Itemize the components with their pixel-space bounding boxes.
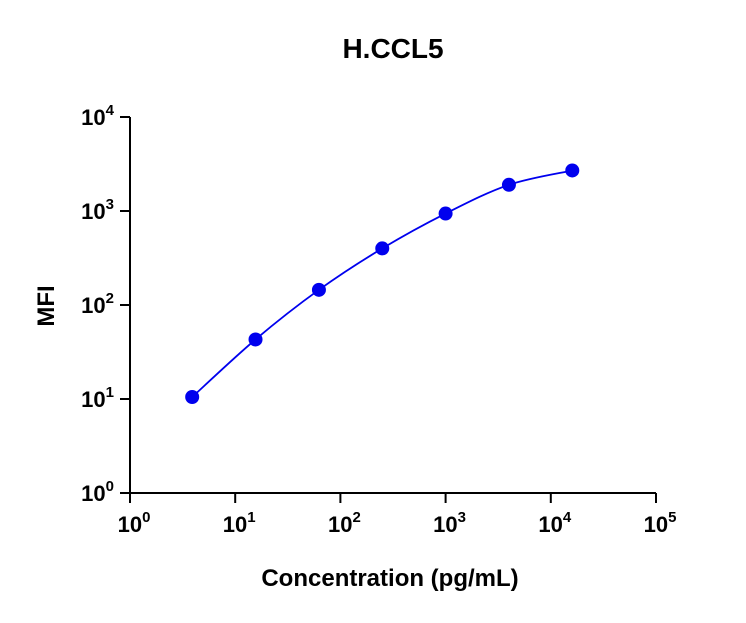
- data-point: [501, 177, 516, 192]
- y-tick-label: 102: [81, 290, 114, 318]
- data-point: [185, 390, 200, 405]
- data-point: [311, 282, 326, 297]
- data-point: [565, 163, 580, 178]
- x-tick-label: 102: [328, 509, 361, 537]
- fit-curve: [191, 169, 573, 398]
- x-tick-label: 105: [644, 509, 677, 537]
- chart-title: H.CCL5: [342, 33, 443, 64]
- y-axis: 100 101 102 103 104: [81, 102, 131, 506]
- y-tick-label: 100: [81, 478, 114, 506]
- data-point: [438, 206, 453, 221]
- x-tick-label: 104: [538, 509, 571, 537]
- y-axis-label: MFI: [33, 285, 60, 326]
- y-tick-label: 104: [81, 102, 114, 130]
- x-tick-label: 100: [118, 509, 151, 537]
- y-tick-label: 103: [81, 196, 114, 224]
- data-point: [375, 241, 390, 256]
- x-tick-label: 101: [223, 509, 256, 537]
- x-axis-label: Concentration (pg/mL): [261, 565, 518, 592]
- data-points: [185, 163, 580, 405]
- y-tick-label: 101: [81, 384, 114, 412]
- data-point: [248, 332, 263, 347]
- x-axis: 100 101 102 103 104 105: [118, 492, 677, 537]
- x-tick-label: 103: [433, 509, 466, 537]
